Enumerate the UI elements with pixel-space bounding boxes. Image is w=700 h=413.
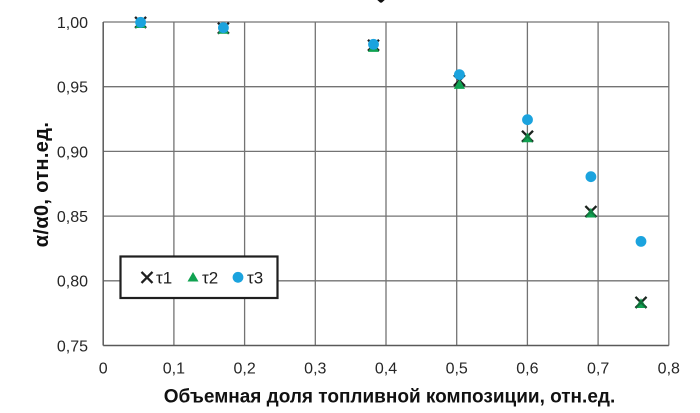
svg-text:0,6: 0,6 (516, 361, 538, 378)
svg-text:0,1: 0,1 (163, 361, 185, 378)
svg-text:1,00: 1,00 (57, 15, 88, 32)
svg-text:0,85: 0,85 (57, 209, 88, 226)
svg-text:0,80: 0,80 (57, 274, 88, 291)
svg-text:0,5: 0,5 (446, 361, 468, 378)
svg-text:Объемная доля топливной композ: Объемная доля топливной композиции, отн.… (164, 386, 615, 407)
svg-text:0,7: 0,7 (587, 361, 609, 378)
svg-text:α/α0, отн.ед.: α/α0, отн.ед. (31, 122, 53, 247)
svg-text:0: 0 (99, 361, 108, 378)
svg-text:0,90: 0,90 (57, 144, 88, 161)
svg-text:0,8: 0,8 (658, 361, 680, 378)
svg-text:0,4: 0,4 (375, 361, 397, 378)
svg-text:τ1: τ1 (156, 269, 172, 288)
svg-text:0,95: 0,95 (57, 80, 88, 97)
svg-text:τ2: τ2 (202, 269, 218, 288)
svg-text:τ3: τ3 (247, 269, 263, 288)
svg-text:0,75: 0,75 (57, 338, 88, 355)
svg-text:0,3: 0,3 (304, 361, 326, 378)
svg-text:0,2: 0,2 (233, 361, 255, 378)
